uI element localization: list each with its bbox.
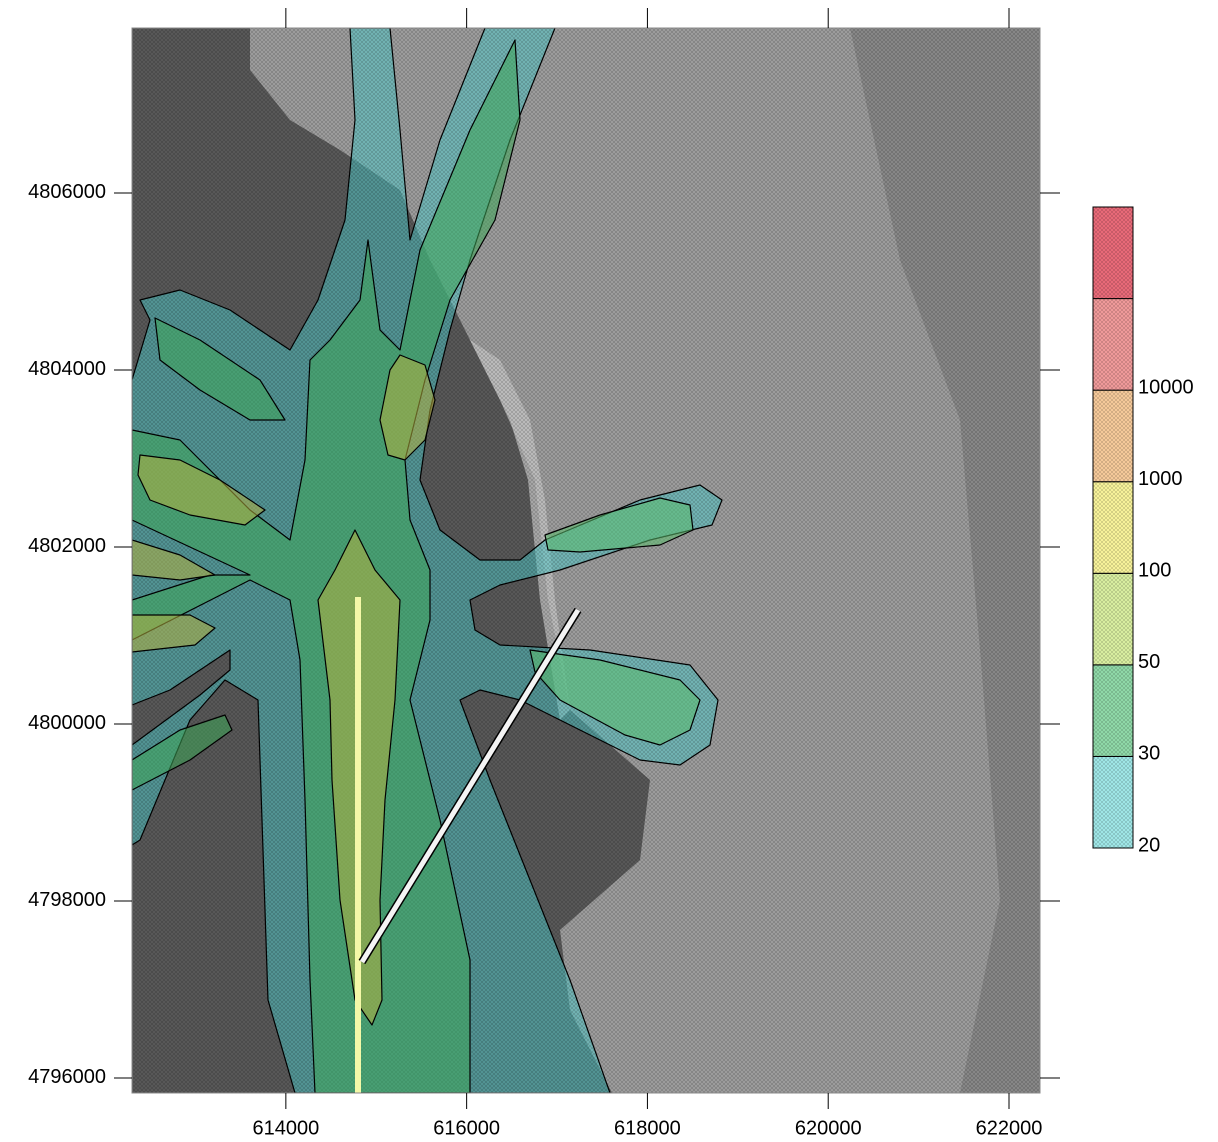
legend: 20 30 50 100 1000 10000 <box>1093 207 1194 856</box>
y-tick-label: 4800000 <box>28 712 106 734</box>
legend-label: 10000 <box>1138 376 1194 398</box>
legend-hatch <box>1093 390 1133 482</box>
y-tick-label: 4804000 <box>28 358 106 380</box>
x-tick-label: 622000 <box>976 1117 1043 1139</box>
legend-label: 50 <box>1138 651 1160 673</box>
legend-hatch <box>1093 665 1133 757</box>
x-tick-label: 614000 <box>252 1117 319 1139</box>
x-tick-label: 620000 <box>795 1117 862 1139</box>
legend-label: 30 <box>1138 743 1160 765</box>
legend-label: 20 <box>1138 834 1160 856</box>
map-area <box>0 0 1218 1142</box>
x-tick-label: 616000 <box>433 1117 500 1139</box>
x-tick-label: 618000 <box>614 1117 681 1139</box>
legend-hatch <box>1093 482 1133 574</box>
legend-hatch <box>1093 299 1133 391</box>
y-tick-label: 4806000 <box>28 181 106 203</box>
legend-label: 100 <box>1138 560 1171 582</box>
legend-hatch <box>1093 207 1133 299</box>
legend-hatch <box>1093 573 1133 665</box>
y-tick-label: 4798000 <box>28 889 106 911</box>
map-figure: 614000 616000 618000 620000 622000 4796000 479… <box>0 0 1218 1142</box>
y-tick-label: 4802000 <box>28 535 106 557</box>
y-tick-label: 4796000 <box>28 1066 106 1088</box>
legend-hatch <box>1093 756 1133 848</box>
legend-label: 1000 <box>1138 468 1183 490</box>
